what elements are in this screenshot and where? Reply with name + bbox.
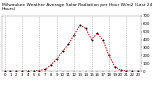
Text: Milwaukee Weather Average Solar Radiation per Hour W/m2 (Last 24 Hours): Milwaukee Weather Average Solar Radiatio… [2,3,152,11]
